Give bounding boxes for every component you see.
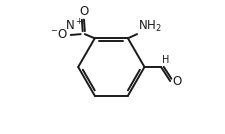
Text: $^{-}$O: $^{-}$O (50, 28, 68, 42)
Text: H: H (161, 55, 168, 64)
Text: O: O (79, 5, 88, 18)
Text: O: O (171, 75, 181, 88)
Text: N$^+$: N$^+$ (65, 18, 84, 33)
Text: NH$_2$: NH$_2$ (137, 18, 161, 34)
